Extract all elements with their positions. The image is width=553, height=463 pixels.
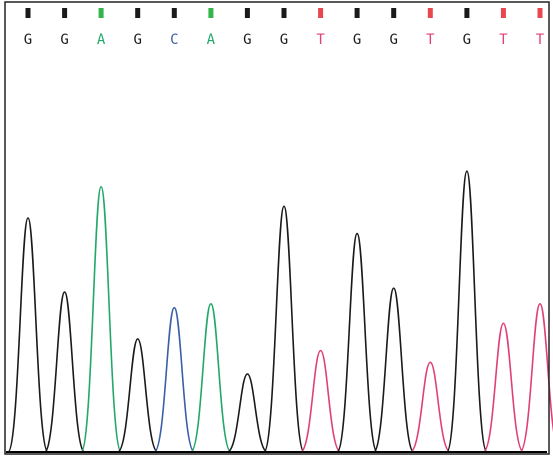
trace-peak xyxy=(336,232,379,453)
trace-curves xyxy=(7,170,553,453)
base-marker xyxy=(135,8,141,18)
trace-peak xyxy=(263,205,305,453)
base-call-label: G xyxy=(133,32,141,48)
base-call-label: T xyxy=(499,32,508,48)
base-marker xyxy=(354,8,360,18)
base-marker xyxy=(318,8,324,18)
trace-peak xyxy=(189,302,232,453)
base-call-label: G xyxy=(463,32,471,48)
base-marker xyxy=(62,8,68,18)
trace-peak xyxy=(372,287,415,453)
trace-peak xyxy=(299,349,342,453)
base-markers xyxy=(25,8,543,18)
base-marker xyxy=(171,8,177,18)
trace-peak xyxy=(7,217,49,453)
base-call-label: G xyxy=(353,32,361,48)
base-marker xyxy=(244,8,250,18)
base-marker xyxy=(25,8,31,18)
base-call-label: G xyxy=(389,32,397,48)
base-marker xyxy=(500,8,506,18)
base-call-label: G xyxy=(243,32,251,48)
plot-border xyxy=(4,1,550,455)
trace-peak xyxy=(43,291,86,453)
base-call-label: A xyxy=(97,32,106,48)
base-call-label: C xyxy=(170,32,178,48)
base-call-label: T xyxy=(426,32,435,48)
trace-peak xyxy=(445,170,488,453)
base-call-label: T xyxy=(536,32,545,48)
base-marker xyxy=(208,8,214,18)
base-marker xyxy=(391,8,397,18)
base-marker xyxy=(427,8,433,18)
base-call-label: G xyxy=(60,32,68,48)
base-marker xyxy=(98,8,104,18)
base-call-label: G xyxy=(280,32,288,48)
trace-peak xyxy=(80,185,123,453)
trace-peak xyxy=(519,302,553,453)
base-marker xyxy=(464,8,470,18)
base-marker xyxy=(537,8,543,18)
base-marker xyxy=(281,8,287,18)
base-call-label: G xyxy=(24,32,32,48)
trace-peak xyxy=(116,338,159,453)
trace-peak xyxy=(153,306,196,453)
trace-peak xyxy=(482,322,525,453)
base-call-label: A xyxy=(207,32,216,48)
trace-peak xyxy=(409,361,451,453)
trace-peak xyxy=(226,373,268,453)
base-call-label: T xyxy=(316,32,325,48)
